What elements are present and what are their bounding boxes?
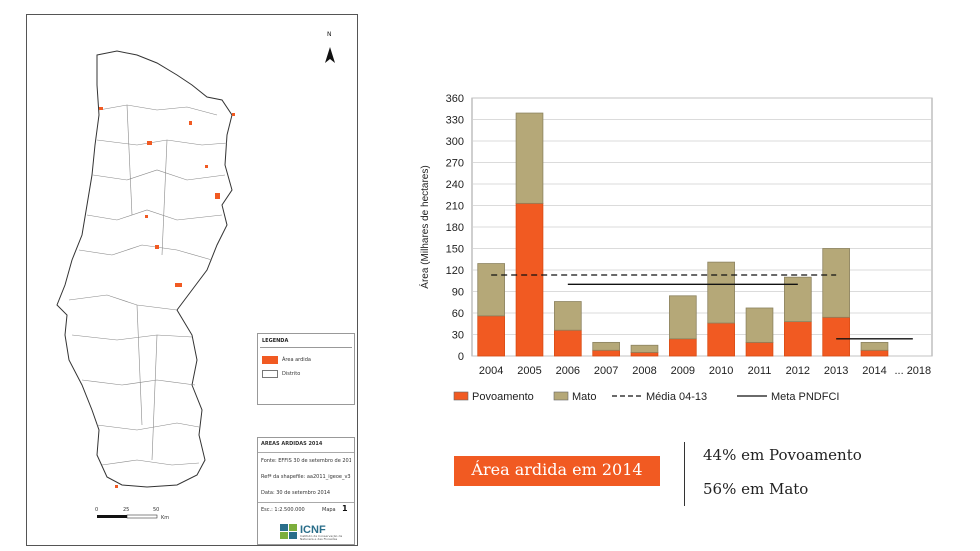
bar-mato-2014 [860, 341, 889, 351]
y-tick-label: 150 [446, 244, 464, 256]
y-tick-label: 30 [452, 330, 464, 342]
legend-swatch-district [262, 370, 278, 378]
legend-swatch-burnt [262, 356, 278, 364]
x-tick-label: 2007 [594, 365, 618, 377]
legend-label-average: Média 04-13 [646, 391, 707, 403]
stat-mato: 56% em Mato [703, 480, 809, 498]
y-tick-label: 0 [458, 351, 464, 363]
map-title: ÁREAS ARDIDAS 2014 [261, 441, 323, 447]
legend-label-burnt: Área ardida [282, 357, 311, 363]
bar-povoamento-2012 [784, 321, 812, 357]
x-tick-label: 2005 [517, 365, 541, 377]
bar-povoamento-2009 [669, 338, 697, 357]
y-tick-label: 210 [446, 201, 464, 213]
map-scale: Esc.: 1:2.500.000 [261, 507, 305, 513]
x-tick-label: ... 2018 [894, 365, 931, 377]
scale-unit: Km [161, 515, 170, 521]
legend-label-mato: Mato [572, 391, 596, 403]
stats-divider [684, 442, 685, 506]
burnt-area-chart: 0 30 60 90 120 150 180 210 240 270 300 330 360 Área (… [418, 93, 933, 403]
x-tick-label: 2004 [479, 365, 503, 377]
map-shapefile: Refª da shapefile: aa2011_igeoe_v3 [261, 474, 351, 480]
bar-povoamento-2004 [477, 315, 505, 357]
north-label: N [327, 31, 332, 38]
bar-povoamento-2013 [822, 316, 850, 357]
scale-tick-0: 0 [95, 507, 99, 513]
bar-mato-2008 [630, 344, 659, 353]
bar-mato-2006 [554, 301, 582, 331]
bar-povoamento-2007 [592, 349, 620, 357]
legend-label-target: Meta PNDFCI [771, 391, 839, 403]
legend-label-district: Distrito [282, 371, 301, 377]
portugal-map [56, 50, 235, 519]
bar-povoamento-2008 [630, 352, 659, 357]
map-info-box: ÁREAS ARDIDAS 2014 Fonte: EFFIS 30 de se… [257, 437, 355, 545]
info-divider-2 [258, 502, 354, 503]
y-tick-label: 240 [446, 179, 464, 191]
caption-text: Área ardida em 2014 [471, 460, 643, 479]
bar-povoamento-2010 [707, 322, 735, 357]
mapa-label: Mapa [322, 507, 336, 513]
legend-title: LEGENDA [262, 338, 289, 344]
map-panel: N 0 25 50 Km LEGENDA Área ardida Distrit… [26, 14, 358, 546]
y-tick-label: 300 [446, 136, 464, 148]
bar-mato-2005 [515, 112, 544, 204]
icnf-logo: ICNF Instituto da Conservação da Naturez… [280, 524, 350, 542]
y-tick-label: 180 [446, 222, 464, 234]
bar-mato-2011 [745, 307, 774, 343]
x-tick-label: 2006 [556, 365, 580, 377]
bar-mato-2007 [592, 341, 620, 351]
x-tick-label: 2013 [824, 365, 848, 377]
legend-label-povoamento: Povoamento [472, 391, 534, 403]
bar-povoamento-2006 [554, 329, 582, 357]
bar-mato-2013 [822, 248, 850, 318]
info-divider-1 [258, 452, 354, 453]
map-source: Fonte: EFFIS 30 de setembro de 2014 [261, 458, 351, 464]
bar-mato-2009 [669, 295, 697, 340]
map-date: Data: 30 de setembro 2014 [261, 490, 331, 496]
legend-swatch-povoamento [453, 391, 469, 401]
y-tick-label: 360 [446, 93, 464, 105]
x-tick-label: 2014 [862, 365, 886, 377]
x-tick-label: 2010 [709, 365, 733, 377]
y-tick-label: 120 [446, 265, 464, 277]
bar-povoamento-2005 [515, 202, 544, 357]
scale-tick-1: 25 [123, 507, 130, 513]
bar-mato-2010 [707, 261, 735, 324]
scale-tick-2: 50 [153, 507, 160, 513]
bar-povoamento-2014 [860, 349, 889, 357]
north-arrow-icon [325, 47, 335, 63]
bar-povoamento-2011 [745, 341, 774, 357]
x-tick-label: 2011 [748, 365, 772, 377]
stat-povoamento: 44% em Povoamento [703, 446, 862, 464]
caption-banner: Área ardida em 2014 [454, 456, 660, 486]
y-tick-label: 60 [452, 308, 464, 320]
legend-divider [260, 347, 352, 348]
icnf-logo-subtext: Instituto da Conservação da Natureza e d… [300, 534, 343, 541]
icnf-logo-icon [280, 524, 297, 539]
legend-swatch-mato [553, 391, 569, 401]
icnf-logo-text: ICNF [300, 524, 326, 536]
bar-mato-2004 [477, 263, 505, 317]
y-axis-label: Área (Milhares de hectares) [418, 165, 431, 288]
y-tick-label: 90 [452, 287, 464, 299]
y-tick-label: 270 [446, 158, 464, 170]
y-tick-label: 330 [446, 115, 464, 127]
x-tick-label: 2008 [632, 365, 656, 377]
map-legend: LEGENDA Área ardida Distrito [257, 333, 355, 405]
x-tick-label: 2009 [671, 365, 695, 377]
mapa-number: 1 [342, 504, 348, 513]
x-tick-label: 2012 [786, 365, 810, 377]
